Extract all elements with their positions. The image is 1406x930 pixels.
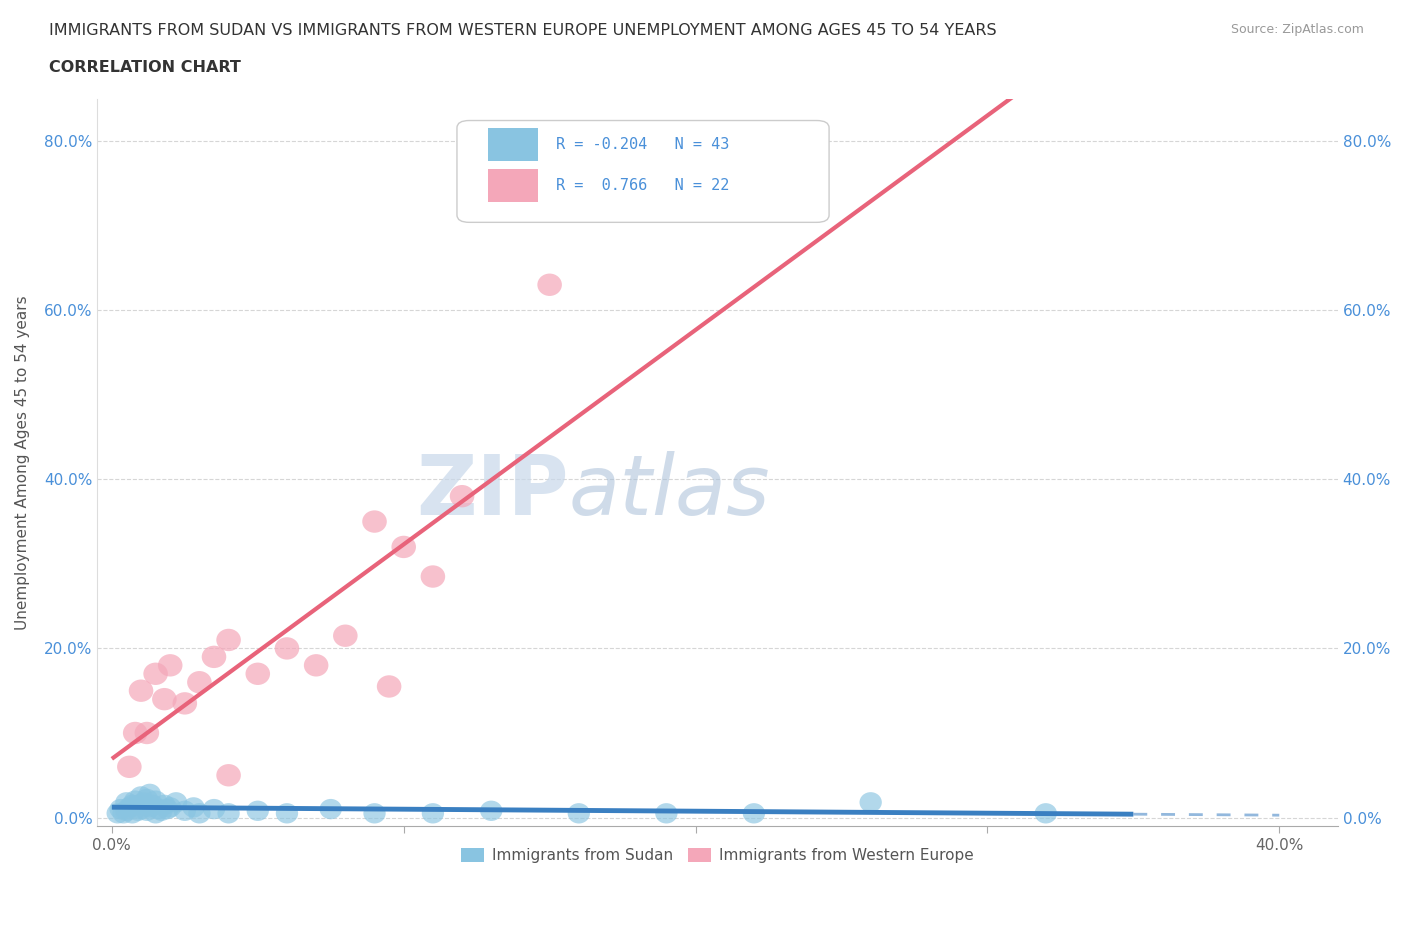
Y-axis label: Unemployment Among Ages 45 to 54 years: Unemployment Among Ages 45 to 54 years (15, 295, 30, 630)
Ellipse shape (1035, 804, 1057, 823)
FancyBboxPatch shape (457, 121, 830, 222)
Ellipse shape (118, 797, 141, 817)
Ellipse shape (217, 629, 240, 651)
Ellipse shape (391, 536, 416, 558)
Text: Source: ZipAtlas.com: Source: ZipAtlas.com (1230, 23, 1364, 36)
Ellipse shape (479, 801, 502, 821)
Ellipse shape (142, 795, 165, 815)
Ellipse shape (363, 804, 385, 823)
Ellipse shape (145, 804, 167, 823)
Ellipse shape (145, 790, 167, 811)
Text: atlas: atlas (568, 451, 770, 532)
Ellipse shape (201, 645, 226, 668)
Ellipse shape (148, 799, 170, 819)
Ellipse shape (333, 625, 357, 647)
Ellipse shape (129, 799, 152, 819)
Ellipse shape (173, 692, 197, 714)
Ellipse shape (422, 804, 444, 823)
Ellipse shape (159, 797, 181, 817)
FancyBboxPatch shape (488, 128, 537, 161)
Ellipse shape (110, 799, 132, 819)
Text: CORRELATION CHART: CORRELATION CHART (49, 60, 240, 75)
Ellipse shape (122, 722, 148, 744)
Ellipse shape (274, 637, 299, 659)
Ellipse shape (121, 795, 143, 815)
Ellipse shape (450, 485, 474, 508)
Text: IMMIGRANTS FROM SUDAN VS IMMIGRANTS FROM WESTERN EUROPE UNEMPLOYMENT AMONG AGES : IMMIGRANTS FROM SUDAN VS IMMIGRANTS FROM… (49, 23, 997, 38)
Ellipse shape (276, 804, 298, 823)
Ellipse shape (859, 792, 882, 813)
Ellipse shape (304, 654, 329, 676)
Ellipse shape (150, 801, 173, 821)
Ellipse shape (152, 688, 177, 711)
Ellipse shape (537, 273, 562, 296)
Ellipse shape (139, 797, 160, 817)
Ellipse shape (153, 795, 176, 815)
Ellipse shape (115, 792, 138, 813)
FancyBboxPatch shape (488, 169, 537, 202)
Ellipse shape (127, 795, 149, 815)
Ellipse shape (132, 792, 155, 813)
Ellipse shape (135, 722, 159, 744)
Ellipse shape (183, 797, 205, 817)
Ellipse shape (188, 804, 211, 823)
Ellipse shape (187, 671, 212, 694)
Ellipse shape (129, 786, 152, 806)
Ellipse shape (377, 675, 401, 698)
Ellipse shape (246, 801, 269, 821)
Ellipse shape (246, 662, 270, 685)
Ellipse shape (136, 801, 157, 821)
Ellipse shape (319, 799, 342, 819)
Legend: Immigrants from Sudan, Immigrants from Western Europe: Immigrants from Sudan, Immigrants from W… (456, 842, 980, 870)
Ellipse shape (363, 511, 387, 533)
Ellipse shape (124, 790, 146, 811)
Text: ZIP: ZIP (416, 451, 568, 532)
Ellipse shape (165, 792, 187, 813)
Ellipse shape (568, 804, 591, 823)
Ellipse shape (420, 565, 446, 588)
Text: R =  0.766   N = 22: R = 0.766 N = 22 (557, 179, 730, 193)
Ellipse shape (217, 764, 240, 787)
Ellipse shape (107, 804, 129, 823)
Text: R = -0.204   N = 43: R = -0.204 N = 43 (557, 137, 730, 153)
Ellipse shape (655, 804, 678, 823)
Ellipse shape (136, 789, 157, 809)
Ellipse shape (218, 804, 240, 823)
Ellipse shape (143, 662, 167, 685)
Ellipse shape (139, 784, 160, 804)
Ellipse shape (115, 801, 138, 821)
Ellipse shape (117, 755, 142, 778)
Ellipse shape (129, 680, 153, 702)
Ellipse shape (157, 654, 183, 676)
Ellipse shape (121, 804, 143, 823)
Ellipse shape (127, 801, 149, 821)
Ellipse shape (202, 799, 225, 819)
Ellipse shape (742, 804, 765, 823)
Ellipse shape (156, 799, 179, 819)
Ellipse shape (112, 804, 135, 823)
Ellipse shape (174, 801, 195, 821)
